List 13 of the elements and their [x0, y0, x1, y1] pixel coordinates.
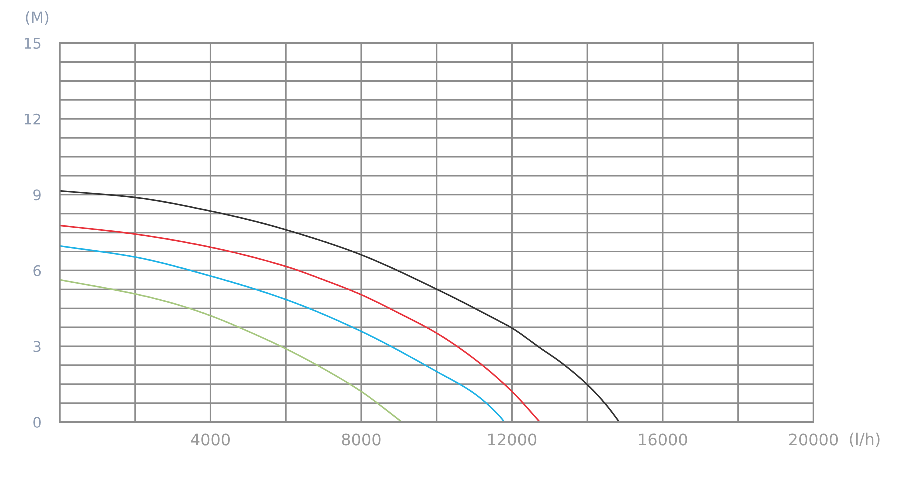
x-axis-title: (l/h) — [850, 432, 880, 448]
y-tick-label: 0 — [34, 417, 41, 428]
x-tick-label: 4000 — [191, 434, 230, 446]
x-tick-label: 20000 — [789, 434, 838, 446]
y-tick-label: 15 — [24, 38, 41, 50]
x-tick-label: 12000 — [488, 434, 537, 446]
x-tick-label: 8000 — [342, 434, 381, 446]
y-tick-label: 6 — [34, 265, 42, 276]
y-tick-label: 9 — [34, 190, 41, 201]
y-tick-label: 12 — [24, 114, 40, 125]
x-tick-label: 16000 — [639, 434, 688, 446]
y-axis-title: (M) — [26, 11, 49, 26]
y-tick-label: 3 — [34, 341, 41, 352]
